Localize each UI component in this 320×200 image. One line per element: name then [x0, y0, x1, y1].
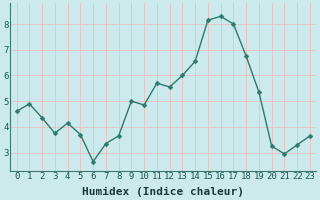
X-axis label: Humidex (Indice chaleur): Humidex (Indice chaleur) [82, 186, 244, 197]
